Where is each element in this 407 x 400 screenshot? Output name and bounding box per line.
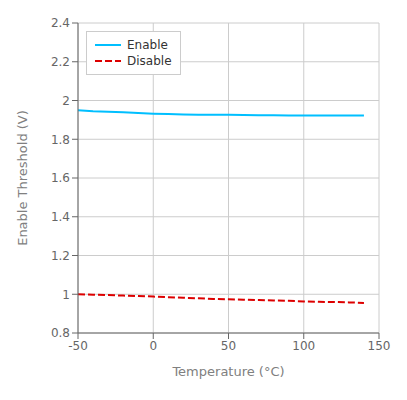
- svg-text:Temperature (°C): Temperature (°C): [171, 364, 284, 379]
- svg-text:Enable Threshold (V): Enable Threshold (V): [15, 110, 30, 246]
- svg-text:2.4: 2.4: [51, 16, 70, 30]
- svg-text:0: 0: [149, 339, 157, 353]
- svg-text:1.8: 1.8: [51, 133, 70, 147]
- svg-text:2: 2: [62, 94, 70, 108]
- svg-text:100: 100: [292, 339, 315, 353]
- svg-text:-50: -50: [68, 339, 88, 353]
- svg-text:0.8: 0.8: [51, 326, 70, 340]
- svg-text:2.2: 2.2: [51, 55, 70, 69]
- svg-text:1: 1: [62, 288, 70, 302]
- svg-text:1.4: 1.4: [51, 210, 70, 224]
- svg-text:1.6: 1.6: [51, 171, 70, 185]
- svg-text:50: 50: [221, 339, 236, 353]
- svg-text:1.2: 1.2: [51, 249, 70, 263]
- svg-text:150: 150: [368, 339, 391, 353]
- html-text:Enable: Enable: [127, 38, 168, 52]
- html-text:Disable: Disable: [127, 54, 172, 68]
